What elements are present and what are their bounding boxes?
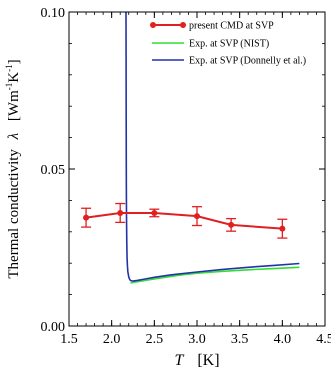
- series-layer: [81, 12, 300, 284]
- x-tick-label: 4.5: [316, 332, 331, 347]
- series-line-2: [125, 12, 300, 282]
- legend-label-donnelly: Exp. at SVP (Donnelly et al.): [189, 56, 306, 67]
- ticks-layer: 1.5 2.0 2.5 3.0 3.5 4.0 4.5 0.00 0.05 0.10: [41, 6, 331, 347]
- y-axis-unit-close: ]: [6, 59, 22, 64]
- x-tick-label: 3.5: [231, 332, 249, 347]
- x-tick-label: 3.0: [188, 332, 206, 347]
- data-point: [228, 221, 235, 228]
- series-line-1: [130, 266, 300, 284]
- data-point: [117, 209, 124, 216]
- legend-marker-cmd-left: [150, 22, 156, 28]
- y-axis-unit-exp1: -1: [4, 83, 14, 91]
- x-tick-label: 2.0: [103, 332, 121, 347]
- y-tick-label: 0.00: [41, 320, 66, 335]
- x-tick-label: 1.5: [60, 332, 78, 347]
- data-point: [194, 213, 200, 220]
- x-axis-title: T [K]: [174, 352, 219, 369]
- legend-marker-cmd-right: [180, 22, 186, 28]
- y-axis-symbol: λ: [6, 132, 22, 140]
- y-axis-label: Thermal conductivity: [6, 149, 22, 279]
- legend-label-cmd: present CMD at SVP: [189, 21, 274, 32]
- x-tick-label: 4.0: [274, 332, 292, 347]
- series-line-0: [85, 211, 283, 230]
- y-axis-unit-mid: K: [6, 72, 22, 83]
- y-axis-unit-exp2: -1: [4, 64, 14, 72]
- data-point: [279, 225, 286, 232]
- legend-label-nist: Exp. at SVP (NIST): [189, 39, 269, 50]
- data-point: [151, 209, 158, 216]
- y-axis-title: Thermal conductivity λ [Wm-1K-1]: [4, 59, 22, 278]
- y-tick-label: 0.10: [41, 6, 66, 21]
- x-axis-unit: [K]: [197, 352, 219, 369]
- data-point: [83, 214, 90, 221]
- x-tick-label: 2.5: [146, 332, 164, 347]
- y-tick-label: 0.05: [41, 163, 66, 178]
- y-axis-unit: [Wm: [6, 90, 22, 121]
- legend: present CMD at SVP Exp. at SVP (NIST) Ex…: [150, 21, 306, 67]
- x-axis-symbol: T: [174, 352, 184, 369]
